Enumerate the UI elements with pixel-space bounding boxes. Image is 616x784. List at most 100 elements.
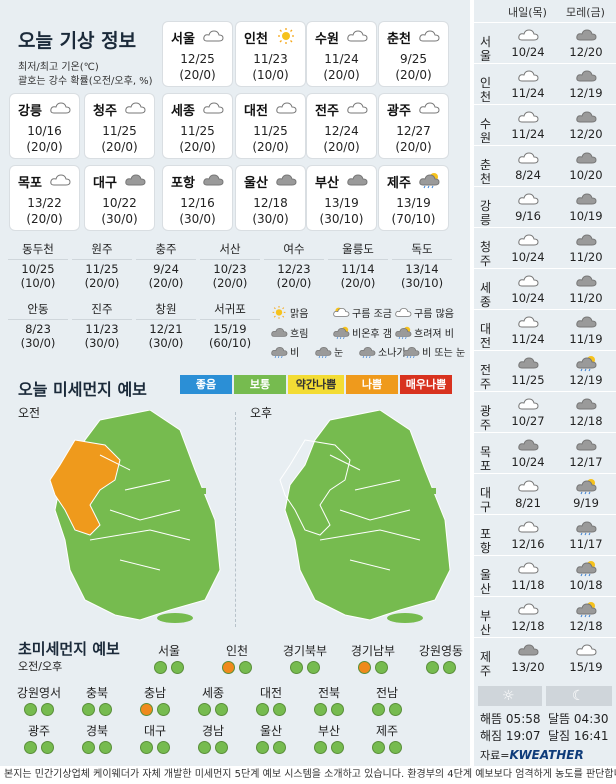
dayafter-temp: 9/19 xyxy=(573,496,599,510)
temperature: 12/18 xyxy=(253,196,288,210)
city-name: 여수 xyxy=(264,241,324,260)
dark-cloud-icon xyxy=(560,109,612,129)
pm-city: 제주 xyxy=(358,722,416,757)
city-name: 충주 xyxy=(136,241,196,260)
am-dot xyxy=(314,741,327,754)
temperature: 9/24 xyxy=(153,262,179,276)
dayafter-temp: 10/19 xyxy=(569,209,603,223)
city-card: 강릉 10/16 (20/0) xyxy=(10,94,79,158)
city-name: 충남 xyxy=(143,686,167,700)
forecast-row: 인천 11/24 12/19 xyxy=(474,63,616,104)
city-name: 경남 xyxy=(201,724,225,738)
dayafter-temp: 11/17 xyxy=(569,537,603,551)
rain-probability: (20/0) xyxy=(212,276,248,290)
pm-city: 광주 xyxy=(10,722,68,757)
tomorrow-temp: 12/16 xyxy=(511,537,545,551)
dark-cloud-icon xyxy=(560,396,612,416)
am-label: 오전 xyxy=(18,406,41,420)
sun-icon xyxy=(270,306,288,322)
cloud-icon xyxy=(49,100,71,116)
pm-city: 경남 xyxy=(184,722,242,757)
cloud-icon xyxy=(502,191,554,211)
am-dot xyxy=(198,703,211,716)
city-name: 안동 xyxy=(8,301,68,320)
am-dot xyxy=(82,703,95,716)
am-dot xyxy=(24,741,37,754)
dark-cloud-icon xyxy=(502,437,554,457)
sun-rain-icon xyxy=(560,478,612,498)
temperature: 10/25 xyxy=(21,262,55,276)
dark-cloud-icon xyxy=(560,191,612,211)
legend-item: 눈 xyxy=(312,343,343,363)
temperature: 12/23 xyxy=(277,262,311,276)
pm-city: 부산 xyxy=(300,722,358,757)
city-name: 포항 xyxy=(171,176,195,191)
pm-dot xyxy=(389,703,402,716)
small-city-cell: 창원 12/21 (30/0) xyxy=(136,301,196,350)
city-card: 광주 12/27 (20/0) xyxy=(379,94,448,158)
legend-label: 비 xyxy=(290,348,300,359)
pm-dot xyxy=(99,703,112,716)
forecast-row: 강릉 9/16 10/19 xyxy=(474,186,616,227)
tomorrow-temp: 11/24 xyxy=(511,332,545,346)
city-name: 청주 xyxy=(93,104,117,119)
city-card: 부산 13/19 (30/10) xyxy=(307,166,376,230)
dayafter-temp: 10/18 xyxy=(569,578,603,592)
small-city-cell: 서귀포 15/19 (60/10) xyxy=(200,301,260,350)
city-name: 대전 xyxy=(259,686,283,700)
temperature: 10/22 xyxy=(102,196,137,210)
temperature: 11/25 xyxy=(180,124,215,138)
pm-city: 전북 xyxy=(300,684,358,719)
footer-note: 본지는 민간기상업체 케이웨더가 자체 개발한 미세먼지 5단계 예보 시스템을… xyxy=(0,766,616,784)
city-name: 제주 xyxy=(480,650,492,678)
sunset-time: 19:07 xyxy=(505,729,541,743)
city-card: 제주 13/19 (70/10) xyxy=(379,166,448,230)
forecast-row: 부산 12/18 12/18 xyxy=(474,596,616,637)
dust-level-1: 보통 xyxy=(234,375,286,394)
forecast-row: 광주 10/27 12/18 xyxy=(474,391,616,432)
am-dust-map xyxy=(49,410,221,623)
legend-label: 비 또는 눈 xyxy=(422,348,466,359)
sleet-icon xyxy=(402,345,420,361)
rain-icon xyxy=(560,519,612,539)
sun-rain-icon xyxy=(394,326,412,342)
tomorrow-temp: 8/21 xyxy=(515,496,541,510)
legend-item: 맑음 xyxy=(268,304,308,324)
pm-city: 대구 xyxy=(126,722,184,757)
rain-sun-icon xyxy=(332,326,350,342)
small-city-cell: 서산 10/23 (20/0) xyxy=(200,241,260,290)
small-city-cell: 동두천 10/25 (10/0) xyxy=(8,241,68,290)
dayafter-header: 모레(금) xyxy=(566,6,605,19)
temperature: 12/21 xyxy=(149,322,183,336)
forecast-row: 청주 10/24 11/20 xyxy=(474,227,616,268)
city-name: 세종 xyxy=(171,104,195,119)
cloud-icon xyxy=(124,100,146,116)
cloud-icon xyxy=(502,232,554,252)
legend-label: 구름 조금 xyxy=(352,309,392,320)
city-name: 경기북부 xyxy=(282,644,328,658)
cloud-icon xyxy=(502,519,554,539)
cloud-icon xyxy=(502,27,554,47)
dust-level-4: 매우나쁨 xyxy=(400,375,452,394)
rain-probability: (20/0) xyxy=(323,68,360,82)
city-name: 인천 xyxy=(244,32,268,47)
sunset-label: 해짐 xyxy=(480,729,503,743)
temperature: 13/19 xyxy=(396,196,431,210)
left-panel: 오늘 기상 정보 최저/최고 기온(℃) 괄호는 강수 확률(오전/오후, %)… xyxy=(0,0,470,766)
right-panel: 내일(목) 모레(금) 서울 10/24 12/20 인천 11/24 12/19 수원 11… xyxy=(474,0,616,766)
moonset-label: 달짐 xyxy=(548,729,571,743)
dayafter-temp: 12/20 xyxy=(569,45,603,59)
cloud-icon xyxy=(502,68,554,88)
tomorrow-temp: 11/25 xyxy=(511,373,545,387)
city-name: 강릉 xyxy=(18,104,42,119)
city-name: 울산 xyxy=(259,724,283,738)
pm-label: 오후 xyxy=(250,406,273,420)
dayafter-temp: 11/20 xyxy=(569,250,603,264)
rain-probability: (20/0) xyxy=(148,276,184,290)
forecast-row: 춘천 8/24 10/20 xyxy=(474,145,616,186)
dark-cloud-icon xyxy=(560,27,612,47)
pm-city: 충남 xyxy=(126,684,184,719)
source-label: 자료= xyxy=(480,749,510,762)
pm-sub: 오전/오후 xyxy=(18,660,63,673)
am-dot xyxy=(372,741,385,754)
